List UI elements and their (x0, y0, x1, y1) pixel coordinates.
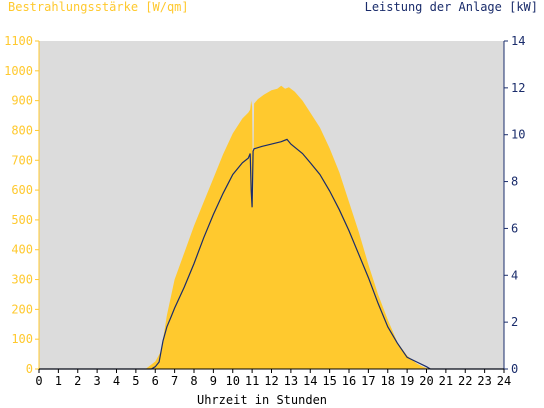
y-left-tick-label: 100 (11, 332, 33, 346)
x-tick-label: 22 (458, 374, 472, 388)
y-right-tick-label: 14 (511, 34, 525, 48)
x-tick-label: 14 (303, 374, 317, 388)
x-tick-label: 2 (74, 374, 81, 388)
x-tick-label: 5 (132, 374, 139, 388)
x-tick-label: 18 (381, 374, 395, 388)
x-tick-label: 12 (264, 374, 278, 388)
x-tick-label: 24 (497, 374, 511, 388)
y-left-tick-label: 0 (26, 362, 33, 376)
x-tick-label: 23 (477, 374, 491, 388)
x-tick-label: 0 (35, 374, 42, 388)
power-layer (39, 138, 504, 370)
x-tick-label: 15 (322, 374, 336, 388)
y-right-tick-label: 6 (511, 221, 518, 235)
y-left-tick-label: 400 (11, 243, 33, 257)
y-right-tick-label: 10 (511, 128, 525, 142)
y-left-tick-label: 900 (11, 94, 33, 108)
right-axis-title: Leistung der Anlage [kW] (365, 0, 538, 14)
y-right-tick-label: 4 (511, 268, 518, 282)
x-tick-label: 16 (342, 374, 356, 388)
x-tick-label: 8 (190, 374, 197, 388)
x-axis-label: Uhrzeit in Stunden (197, 393, 327, 407)
y-left-tick-label: 800 (11, 123, 33, 137)
y-left-tick-label: 200 (11, 302, 33, 316)
x-tick-label: 9 (210, 374, 217, 388)
y-left-tick-label: 500 (11, 213, 33, 227)
y-right-tick-label: 12 (511, 81, 525, 95)
left-axis-title: Bestrahlungsstärke [W/qm] (8, 0, 189, 14)
x-tick-label: 11 (245, 374, 259, 388)
x-tick-label: 21 (439, 374, 453, 388)
x-tick-label: 19 (400, 374, 414, 388)
x-tick-label: 17 (361, 374, 375, 388)
irradiance-layer (39, 85, 504, 369)
x-tick-label: 3 (94, 374, 101, 388)
y-right-tick-label: 0 (511, 362, 518, 376)
x-tick-label: 10 (226, 374, 240, 388)
x-tick-label: 1 (55, 374, 62, 388)
x-tick-label: 7 (171, 374, 178, 388)
y-left-tick-label: 300 (11, 273, 33, 287)
x-tick-label: 13 (284, 374, 298, 388)
y-left-tick-label: 600 (11, 183, 33, 197)
power-line (39, 138, 504, 370)
irradiance-area (39, 85, 504, 369)
x-tick-label: 6 (152, 374, 159, 388)
y-left-tick-label: 1100 (4, 34, 33, 48)
x-tick-label: 4 (113, 374, 120, 388)
y-left-tick-label: 1000 (4, 64, 33, 78)
y-right-tick-label: 8 (511, 175, 518, 189)
ticks: 0100200300400500600700800900100011000246… (4, 34, 525, 388)
x-tick-label: 20 (419, 374, 433, 388)
y-right-tick-label: 2 (511, 315, 518, 329)
y-left-tick-label: 700 (11, 153, 33, 167)
